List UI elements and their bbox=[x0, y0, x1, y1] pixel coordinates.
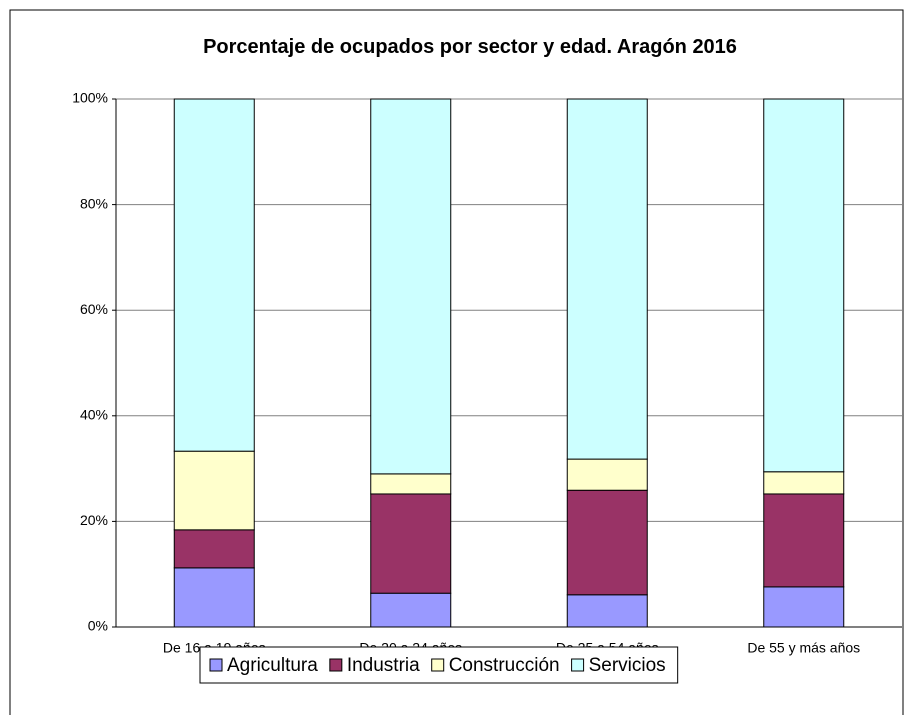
bar-segment bbox=[763, 493, 845, 588]
y-tick-label: 0% bbox=[88, 618, 108, 634]
bar-segment bbox=[566, 489, 648, 596]
legend-label: Construcción bbox=[449, 655, 560, 676]
bar-segment bbox=[566, 98, 648, 460]
legend-swatch bbox=[571, 658, 585, 672]
bar-segment bbox=[566, 458, 648, 491]
chart-title: Porcentaje de ocupados por sector y edad… bbox=[203, 36, 737, 58]
legend-label: Industria bbox=[347, 655, 420, 676]
y-tick-label: 60% bbox=[80, 301, 108, 317]
bar-segment bbox=[173, 529, 255, 569]
y-tick-label: 80% bbox=[80, 195, 108, 211]
bar-segment bbox=[173, 567, 255, 628]
bar-segment bbox=[173, 98, 255, 452]
x-tick-label: De 55 y más años bbox=[747, 640, 860, 656]
bar-segment bbox=[566, 594, 648, 628]
bar-segment bbox=[370, 98, 452, 475]
legend: Agricultura Industria Construcción Servicio… bbox=[199, 646, 679, 684]
legend-swatch bbox=[209, 658, 223, 672]
y-tick-label: 20% bbox=[80, 512, 108, 528]
y-tick-label: 40% bbox=[80, 407, 108, 423]
bar-segment bbox=[763, 586, 845, 628]
y-tick-label: 100% bbox=[72, 90, 108, 106]
bar-segment bbox=[763, 98, 845, 473]
bar-segment bbox=[370, 493, 452, 594]
bar-segment bbox=[763, 471, 845, 495]
bar-segment bbox=[370, 473, 452, 495]
bar-segment bbox=[173, 450, 255, 531]
legend-label: Servicios bbox=[589, 655, 666, 676]
bar-segment bbox=[370, 592, 452, 628]
legend-swatch bbox=[431, 658, 445, 672]
legend-label: Agricultura bbox=[227, 655, 318, 676]
legend-swatch bbox=[329, 658, 343, 672]
chart-border bbox=[9, 9, 904, 715]
